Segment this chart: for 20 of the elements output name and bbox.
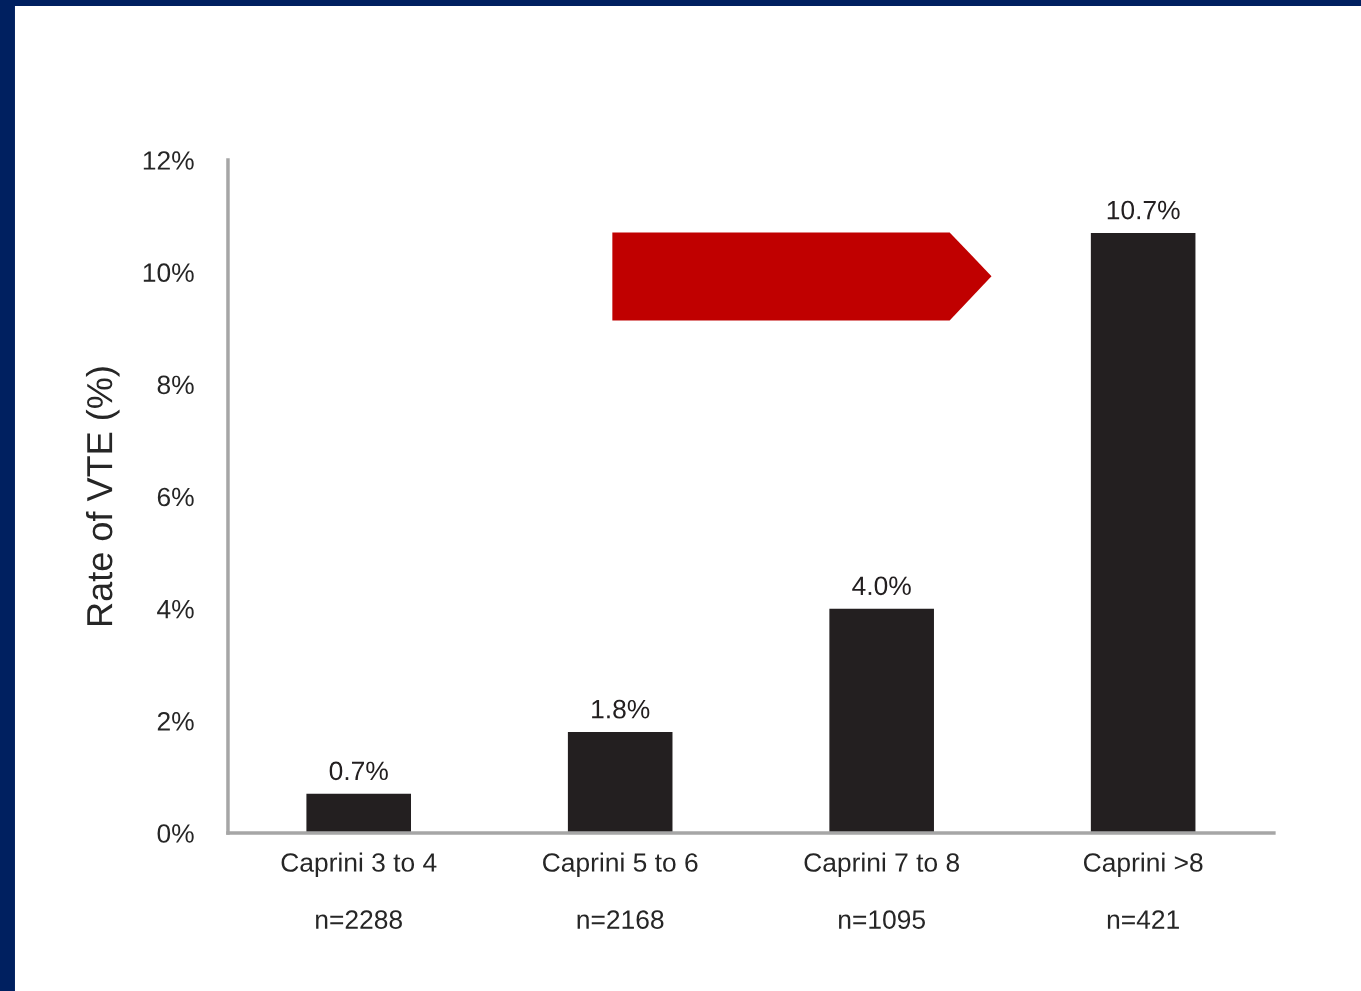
category-label: Caprini 5 to 6 n=2168 bbox=[543, 852, 698, 929]
y-tick-label: 10% bbox=[143, 263, 194, 283]
bar bbox=[567, 732, 673, 834]
bar bbox=[1090, 232, 1196, 834]
y-tick-label: 2% bbox=[157, 712, 194, 731]
bar bbox=[306, 793, 412, 834]
y-tick-label: 0% bbox=[157, 824, 194, 843]
data-label: 10.7% bbox=[1107, 200, 1180, 220]
data-label: 1.8% bbox=[592, 699, 650, 719]
bar bbox=[829, 608, 934, 834]
y-axis-title: Rate of VTE (%) bbox=[85, 367, 120, 626]
category-label: Caprini >8 n=421 bbox=[1083, 852, 1203, 929]
y-tick-label: 4% bbox=[157, 599, 194, 619]
category-label: Caprini 7 to 8 n=1095 bbox=[804, 852, 960, 929]
y-tick-label: 8% bbox=[157, 375, 194, 395]
y-tick-label: 12% bbox=[143, 151, 194, 170]
category-label: Caprini 3 to 4 n=2288 bbox=[281, 852, 437, 929]
y-tick-label: 6% bbox=[157, 487, 194, 507]
data-label: 4.0% bbox=[852, 576, 911, 596]
data-label: 0.7% bbox=[329, 761, 388, 781]
